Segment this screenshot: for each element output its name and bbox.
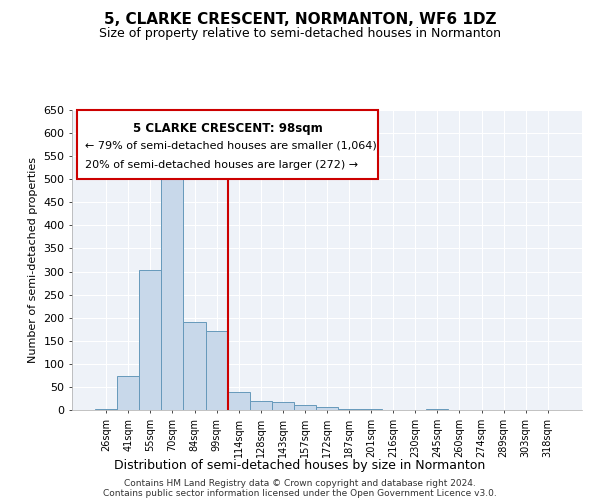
Text: 5, CLARKE CRESCENT, NORMANTON, WF6 1DZ: 5, CLARKE CRESCENT, NORMANTON, WF6 1DZ [104,12,496,28]
Bar [338,409,360,410]
Text: ← 79% of semi-detached houses are smaller (1,064): ← 79% of semi-detached houses are smalle… [85,140,377,150]
Bar [250,401,272,410]
Bar [206,330,227,410]
Bar [95,409,117,410]
Bar [427,409,448,410]
Text: 5 CLARKE CRESCENT: 98sqm: 5 CLARKE CRESCENT: 98sqm [133,122,322,135]
Bar [117,376,139,410]
Y-axis label: Number of semi-detached properties: Number of semi-detached properties [28,157,38,363]
Text: Distribution of semi-detached houses by size in Normanton: Distribution of semi-detached houses by … [115,458,485,471]
Bar [227,392,250,410]
Bar [139,270,161,410]
Text: 20% of semi-detached houses are larger (272) →: 20% of semi-detached houses are larger (… [85,160,358,170]
Bar [294,406,316,410]
Text: Contains public sector information licensed under the Open Government Licence v3: Contains public sector information licen… [103,490,497,498]
Bar [161,172,184,410]
Text: Contains HM Land Registry data © Crown copyright and database right 2024.: Contains HM Land Registry data © Crown c… [124,479,476,488]
Bar [272,402,294,410]
FancyBboxPatch shape [77,110,378,179]
Text: Size of property relative to semi-detached houses in Normanton: Size of property relative to semi-detach… [99,28,501,40]
Bar [360,408,382,410]
Bar [184,322,206,410]
Bar [316,407,338,410]
